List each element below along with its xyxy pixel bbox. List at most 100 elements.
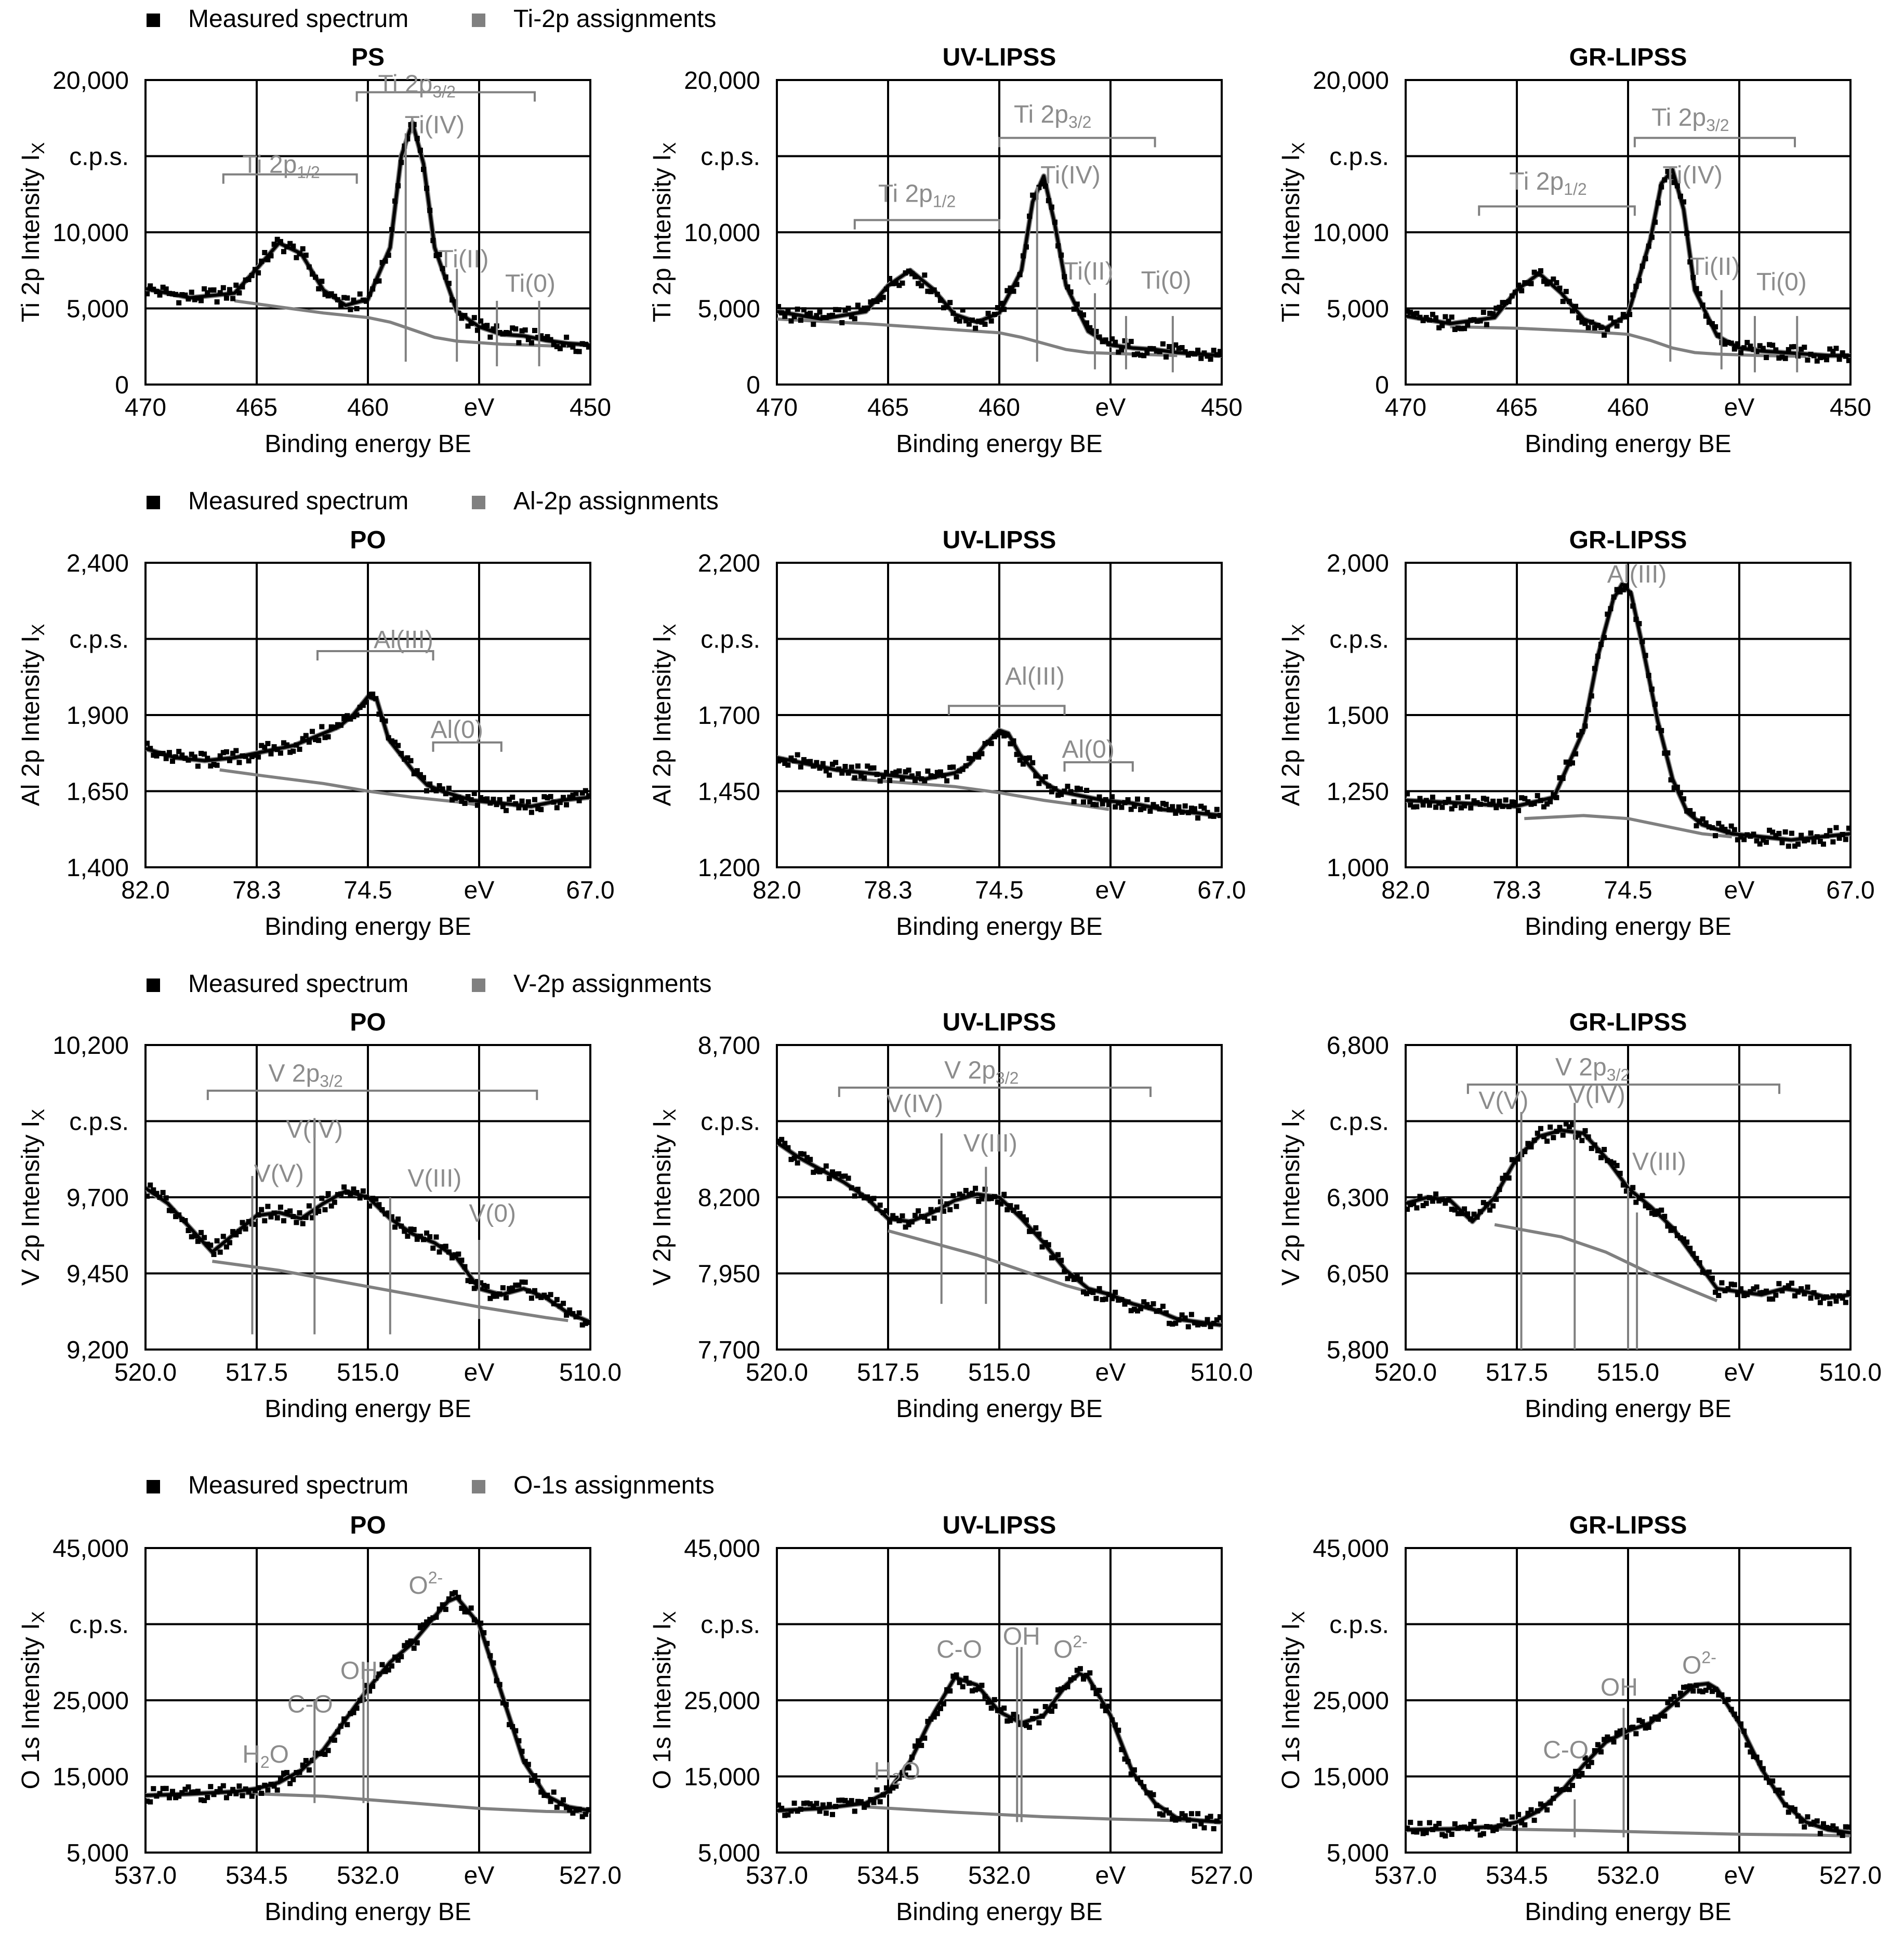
data-point [868, 1797, 874, 1803]
data-point [791, 1155, 797, 1161]
data-point [1008, 741, 1013, 747]
data-point [1525, 799, 1531, 804]
legend-marker-assignments [472, 14, 485, 27]
data-point [1697, 1688, 1702, 1694]
data-point [1084, 1672, 1090, 1678]
data-point [839, 320, 845, 325]
data-point [1754, 1284, 1760, 1290]
data-point [246, 1789, 252, 1795]
data-point [1519, 1820, 1525, 1826]
data-point [950, 764, 956, 770]
data-point [453, 299, 458, 305]
data-point [890, 281, 896, 286]
data-point [564, 335, 570, 340]
data-point [779, 1136, 785, 1142]
peak-annotation: H2O [874, 1757, 920, 1788]
plot-area [1406, 1681, 1850, 1839]
data-point [459, 1258, 465, 1263]
data-point [421, 167, 426, 172]
data-point [1767, 342, 1773, 348]
data-point [1433, 804, 1439, 810]
data-point [1109, 1296, 1115, 1302]
data-point [1741, 1293, 1747, 1299]
data-point [839, 1797, 845, 1803]
data-point [1795, 841, 1801, 847]
data-point [1116, 1297, 1121, 1303]
data-point [1103, 1297, 1108, 1302]
data-point [440, 1244, 445, 1250]
data-point [538, 1294, 544, 1300]
data-point [268, 751, 274, 757]
data-point [966, 321, 972, 327]
data-point [1205, 1317, 1210, 1323]
data-point [1008, 285, 1013, 291]
y-tick-label: 7,950 [698, 1261, 760, 1288]
data-point [1748, 834, 1753, 839]
data-point [504, 808, 509, 813]
data-point [1611, 1160, 1617, 1166]
data-point [277, 750, 283, 756]
x-tick-label: 470 [756, 394, 798, 421]
data-point [335, 1192, 340, 1197]
data-point [1789, 830, 1794, 836]
data-point [303, 733, 309, 738]
data-point [1522, 280, 1528, 286]
data-point [310, 1757, 315, 1763]
y-tick-label: 20,000 [1313, 67, 1389, 95]
annotation-subscript: 1/2 [297, 163, 320, 182]
data-point [1764, 839, 1769, 845]
data-point [1113, 1289, 1118, 1295]
data-point [1592, 1748, 1597, 1753]
data-point [1042, 1240, 1048, 1246]
data-point [277, 1777, 283, 1782]
data-point [976, 319, 982, 324]
data-point [1694, 823, 1699, 829]
data-point [1465, 322, 1471, 328]
data-point [532, 328, 537, 333]
data-point [1731, 1282, 1737, 1288]
data-point [338, 302, 343, 308]
data-point [424, 788, 430, 794]
data-point [1824, 357, 1830, 363]
data-point [855, 302, 861, 308]
data-point [290, 748, 296, 754]
data-point [1408, 802, 1413, 808]
data-point [820, 1168, 826, 1173]
data-point [1548, 799, 1553, 804]
data-point [954, 1672, 959, 1678]
data-point [1713, 1687, 1718, 1692]
data-point [1782, 829, 1788, 835]
data-point [1001, 1192, 1007, 1197]
data-point [916, 281, 921, 286]
data-point [1004, 1207, 1010, 1212]
data-point [497, 1291, 503, 1297]
data-point [1062, 788, 1067, 794]
data-point [236, 290, 242, 296]
data-point [1176, 346, 1182, 351]
data-point [341, 1716, 347, 1722]
data-point [1589, 693, 1594, 699]
data-point [351, 1710, 356, 1715]
data-point [504, 1702, 509, 1708]
data-point [1690, 275, 1696, 280]
data-point [551, 1789, 557, 1795]
data-point [1128, 1771, 1134, 1777]
data-point [1417, 796, 1423, 801]
data-point [576, 349, 582, 354]
data-point [1802, 345, 1807, 350]
data-point [1677, 1690, 1683, 1696]
data-point [1195, 815, 1201, 821]
data-point [148, 1182, 153, 1188]
data-point [1436, 800, 1442, 806]
data-point [1770, 829, 1776, 835]
y-tick-label: 0 [746, 372, 760, 399]
data-point [192, 1789, 197, 1795]
x-tick-label: 74.5 [975, 877, 1023, 904]
data-point [1690, 811, 1696, 817]
data-point [1789, 1280, 1794, 1286]
data-point [925, 1219, 931, 1224]
data-point [573, 1314, 579, 1320]
data-point [916, 771, 921, 777]
data-point [1786, 843, 1791, 849]
data-point [966, 1192, 972, 1197]
